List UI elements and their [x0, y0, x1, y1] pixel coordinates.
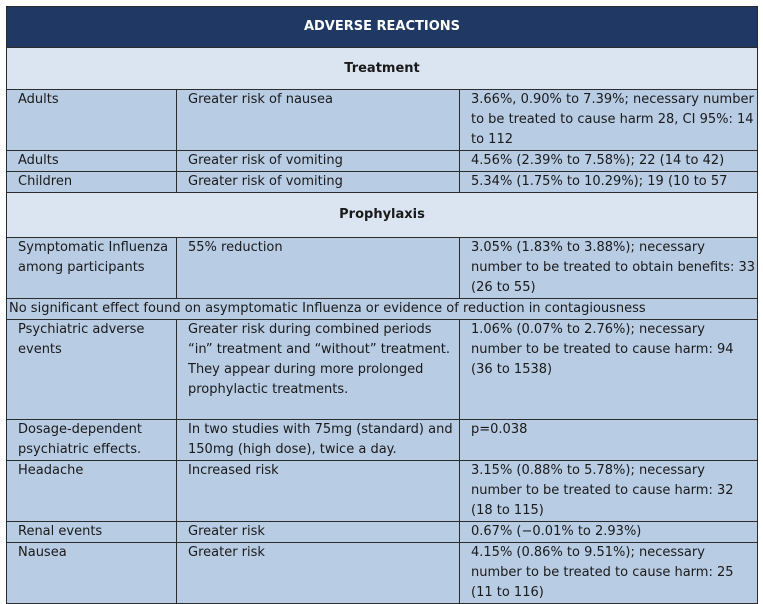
group-cell: Psychiatric adverse events — [6, 319, 177, 420]
table-title: ADVERSE REACTIONS — [6, 6, 758, 48]
table-row: Symptomatic Influenza among participants… — [6, 237, 758, 299]
table-row: Children Greater risk of vomiting 5.34% … — [6, 171, 758, 193]
section-prophylaxis: Prophylaxis — [6, 192, 758, 238]
result-cell: 1.06% (0.07% to 2.76%); necessary number… — [459, 319, 758, 420]
effect-cell: Greater risk — [176, 521, 460, 543]
result-cell: 3.15% (0.88% to 5.78%); necessary number… — [459, 460, 758, 522]
table-row: Psychiatric adverse events Greater risk … — [6, 319, 758, 420]
table-row: Adults Greater risk of nausea 3.66%, 0.9… — [6, 89, 758, 151]
title-row: ADVERSE REACTIONS — [6, 6, 758, 48]
effect-cell: Greater risk — [176, 542, 460, 604]
effect-cell: 55% reduction — [176, 237, 460, 299]
adverse-reactions-table: ADVERSE REACTIONS Treatment Adults Great… — [6, 6, 758, 604]
result-cell: 3.05% (1.83% to 3.88%); necessary number… — [459, 237, 758, 299]
group-cell: Dosage-dependent psychiatric effects. — [6, 419, 177, 461]
section-row: Prophylaxis — [6, 192, 758, 238]
table-row: No significant effect found on asymptoma… — [6, 298, 758, 320]
effect-text: Greater risk during combined periods “in… — [188, 322, 451, 357]
result-cell: 3.66%, 0.90% to 7.39%; necessary number … — [459, 89, 758, 151]
note-cell: No significant effect found on asymptoma… — [6, 298, 758, 320]
effect-cell: Greater risk during combined periods “in… — [176, 319, 460, 420]
group-cell: Nausea — [6, 542, 177, 604]
table-row: Nausea Greater risk 4.15% (0.86% to 9.51… — [6, 542, 758, 604]
table-row: Renal events Greater risk 0.67% (−0.01% … — [6, 521, 758, 543]
result-cell: 5.34% (1.75% to 10.29%); 19 (10 to 57 — [459, 171, 758, 193]
result-cell: 4.56% (2.39% to 7.58%); 22 (14 to 42) — [459, 150, 758, 172]
table-row: Dosage-dependent psychiatric effects. In… — [6, 419, 758, 461]
section-row: Treatment — [6, 47, 758, 90]
effect-text-2: They appear during more prolonged prophy… — [188, 362, 424, 397]
group-cell: Adults — [6, 150, 177, 172]
group-cell: Children — [6, 171, 177, 193]
group-cell: Adults — [6, 89, 177, 151]
effect-cell: Greater risk of nausea — [176, 89, 460, 151]
result-cell: 4.15% (0.86% to 9.51%); necessary number… — [459, 542, 758, 604]
group-cell: Headache — [6, 460, 177, 522]
result-cell: p=0.038 — [459, 419, 758, 461]
section-treatment: Treatment — [6, 47, 758, 90]
effect-cell: Increased risk — [176, 460, 460, 522]
effect-cell: In two studies with 75mg (standard) and … — [176, 419, 460, 461]
group-cell: Symptomatic Influenza among participants — [6, 237, 177, 299]
effect-cell: Greater risk of vomiting — [176, 171, 460, 193]
table-row: Adults Greater risk of vomiting 4.56% (2… — [6, 150, 758, 172]
result-cell: 0.67% (−0.01% to 2.93%) — [459, 521, 758, 543]
group-cell: Renal events — [6, 521, 177, 543]
effect-cell: Greater risk of vomiting — [176, 150, 460, 172]
table-row: Headache Increased risk 3.15% (0.88% to … — [6, 460, 758, 522]
